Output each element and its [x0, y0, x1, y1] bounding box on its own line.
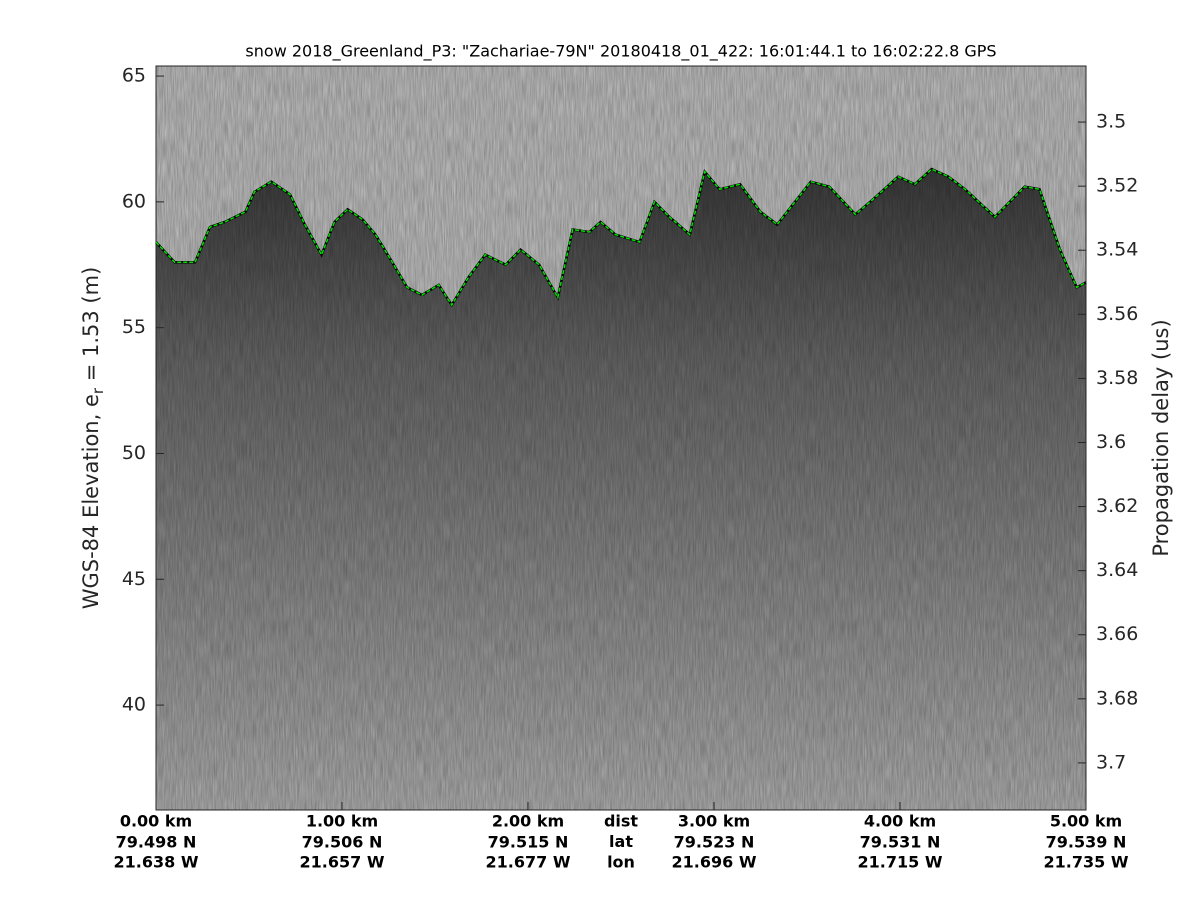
y2-tick-label: 3.68: [1096, 687, 1138, 709]
row-label: lon: [607, 853, 635, 872]
y2-tick-label: 3.62: [1096, 495, 1138, 517]
x-tick-label: 1.00 km: [306, 812, 378, 831]
x-tick-label: 2.00 km: [492, 812, 564, 831]
y2-tick-label: 3.54: [1096, 239, 1138, 261]
surface-line: [155, 168, 1087, 307]
y2-tick-label: 3.52: [1096, 175, 1138, 197]
y2-tick-label: 3.56: [1096, 303, 1138, 325]
y-tick-label: 50: [122, 442, 146, 464]
y2-axis-label: Propagation delay (us): [1149, 319, 1173, 556]
y2-tick-label: 3.7: [1096, 751, 1126, 773]
y2-tick-label: 3.64: [1096, 559, 1138, 581]
x-tick-label: 3.00 km: [678, 812, 750, 831]
lat-label: 79.531 N: [860, 833, 941, 852]
row-label: dist: [604, 812, 638, 831]
y2-tick-label: 3.66: [1096, 623, 1138, 645]
chart-title: snow 2018_Greenland_P3: "Zachariae-79N" …: [245, 42, 996, 62]
lat-label: 79.539 N: [1046, 833, 1127, 852]
row-label: lat: [609, 832, 633, 851]
echogram-texture: [156, 66, 1086, 810]
lat-label: 79.515 N: [488, 833, 569, 852]
y-tick-label: 55: [122, 316, 146, 338]
x-tick-label: 5.00 km: [1050, 812, 1122, 831]
y-label-text: WGS-84 Elevation, e: [79, 394, 103, 609]
axes-frame: [155, 65, 1087, 811]
lon-label: 21.638 W: [114, 853, 199, 872]
y-label-subscript: r: [89, 387, 107, 394]
lon-label: 21.657 W: [300, 853, 385, 872]
y-tick-label: 60: [122, 190, 146, 212]
y-axis-label: WGS-84 Elevation, er = 1.53 (m): [79, 267, 107, 610]
y2-tick-label: 3.6: [1096, 431, 1126, 453]
lon-label: 21.677 W: [486, 853, 571, 872]
x-tick-label: 4.00 km: [864, 812, 936, 831]
y-tick-label: 40: [122, 694, 146, 716]
y2-tick-label: 3.58: [1096, 367, 1138, 389]
lat-label: 79.523 N: [674, 833, 755, 852]
lon-label: 21.715 W: [858, 853, 943, 872]
y-tick-label: 45: [122, 568, 146, 590]
lon-label: 21.696 W: [672, 853, 757, 872]
y2-tick-label: 3.5: [1096, 111, 1126, 133]
y-tick-label: 65: [122, 65, 146, 87]
lat-label: 79.506 N: [302, 833, 383, 852]
lon-label: 21.735 W: [1044, 853, 1129, 872]
lat-label: 79.498 N: [116, 833, 197, 852]
y-label-end: = 1.53 (m): [79, 267, 103, 388]
x-tick-label: 0.00 km: [120, 812, 192, 831]
